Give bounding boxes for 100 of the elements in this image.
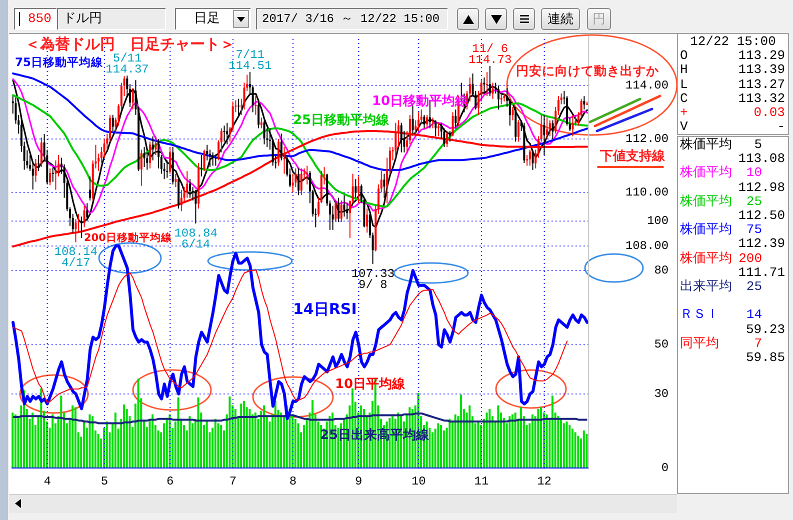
bar: [568, 425, 571, 468]
candlestick: [454, 109, 457, 129]
candlestick: [532, 149, 534, 171]
candlestick: [412, 105, 414, 134]
bar: [312, 400, 314, 468]
input-field: 2017/ 3/16 ～ 12/22 15:00: [256, 8, 448, 30]
bar: [188, 416, 191, 468]
bar: [437, 423, 440, 468]
bar: [574, 432, 576, 468]
bar: [560, 418, 562, 468]
candlestick: [492, 82, 494, 100]
candlestick: [214, 154, 217, 166]
annotation: 5/11 114.37: [106, 52, 149, 77]
x-tick-label: 11: [474, 474, 489, 489]
y-tick-label: 110.00: [625, 185, 669, 200]
candlestick: [434, 120, 437, 137]
candlestick: [283, 146, 286, 174]
series-label: 14日RSI: [293, 300, 357, 318]
bar: [32, 412, 34, 468]
bar: [228, 396, 231, 468]
candlestick: [132, 88, 134, 110]
annotation: 107.33 9/ 8: [351, 266, 395, 292]
candlestick: [280, 133, 282, 161]
bar: [12, 412, 14, 468]
candlestick: [497, 84, 500, 110]
series-label: 25日移動平均線: [293, 113, 390, 128]
candlestick: [52, 166, 54, 182]
bar: [166, 418, 168, 468]
bar: [72, 405, 74, 468]
bar: [274, 400, 276, 468]
bar: [468, 405, 471, 468]
push-button: 円: [587, 8, 611, 30]
bar: [126, 408, 128, 468]
candlestick: [343, 194, 346, 218]
series-label: 75日移動平均線: [15, 55, 104, 70]
bar: [137, 378, 140, 468]
candlestick: [334, 200, 337, 222]
y-tick-label: 112.00: [625, 132, 669, 146]
bar: [511, 414, 514, 468]
candlestick: [432, 117, 434, 129]
candlestick: [188, 178, 191, 198]
x-tick-label: 6: [166, 474, 174, 489]
bar: [234, 408, 236, 468]
candlestick: [548, 120, 551, 137]
bar: [488, 408, 491, 468]
bar: [582, 430, 585, 468]
candlestick: [180, 189, 182, 212]
candlestick: [452, 112, 454, 137]
candlestick: [258, 98, 260, 129]
x-tick-label: 12: [537, 474, 552, 489]
bar: [123, 404, 125, 468]
bar: [197, 397, 200, 468]
bar: [88, 414, 91, 468]
bar: [294, 418, 296, 468]
candlestick: [86, 202, 88, 222]
candlestick: [238, 98, 240, 116]
bar: [52, 414, 54, 468]
dropdown-field: 日足: [175, 8, 251, 30]
y2-tick-label: 0: [661, 461, 669, 475]
candlestick: [486, 72, 488, 97]
candlestick: [38, 154, 40, 172]
candlestick: [340, 200, 342, 222]
bar: [520, 407, 522, 468]
bar: [537, 408, 540, 468]
info-panel: 株価平均 5 113.08 株価平均 10 112.98 株価平均 25 112.50 株価平均 75 112.39 株価平均 200 111.71 出来平均 25 ＲＳＩ 14 59.23 同平均 7 59.85: [677, 136, 789, 494]
bar: [242, 400, 245, 468]
candlestick: [383, 173, 386, 198]
bar: [106, 422, 108, 468]
bar: [97, 434, 100, 468]
y-tick-label: 114.00: [625, 78, 669, 92]
bar: [546, 414, 548, 468]
candlestick: [152, 136, 154, 161]
bar: [454, 414, 456, 468]
candlestick: [166, 160, 168, 178]
bar: [571, 428, 574, 468]
candlestick: [154, 136, 157, 156]
candlestick: [203, 149, 206, 172]
x-tick-label: 9: [355, 474, 362, 489]
x-tick-label: 10: [411, 474, 426, 489]
candlestick: [298, 168, 300, 196]
bar: [477, 422, 480, 468]
candlestick: [143, 146, 146, 168]
bar: [566, 422, 568, 468]
candlestick: [426, 114, 428, 129]
series-label: 10日移動平均線: [372, 94, 468, 109]
info-panel: 12/22 15:00 O 113.29 H 113.39 L 113.27 C 113.32 + 0.03 V -: [677, 33, 789, 135]
candlestick: [366, 208, 368, 234]
candlestick: [354, 178, 357, 198]
bar: [431, 432, 434, 468]
candlestick: [49, 168, 52, 186]
line-series: [12, 94, 588, 208]
y2-tick-label: 80: [654, 264, 669, 278]
bar: [557, 416, 560, 468]
annotation: 11/ 6 114.73: [468, 42, 512, 67]
bar: [486, 412, 488, 468]
bar: [83, 422, 86, 468]
candlestick: [306, 165, 308, 185]
x-tick-label: 8: [289, 474, 297, 489]
bar: [177, 397, 180, 468]
x-tick-label: 7: [229, 474, 237, 489]
